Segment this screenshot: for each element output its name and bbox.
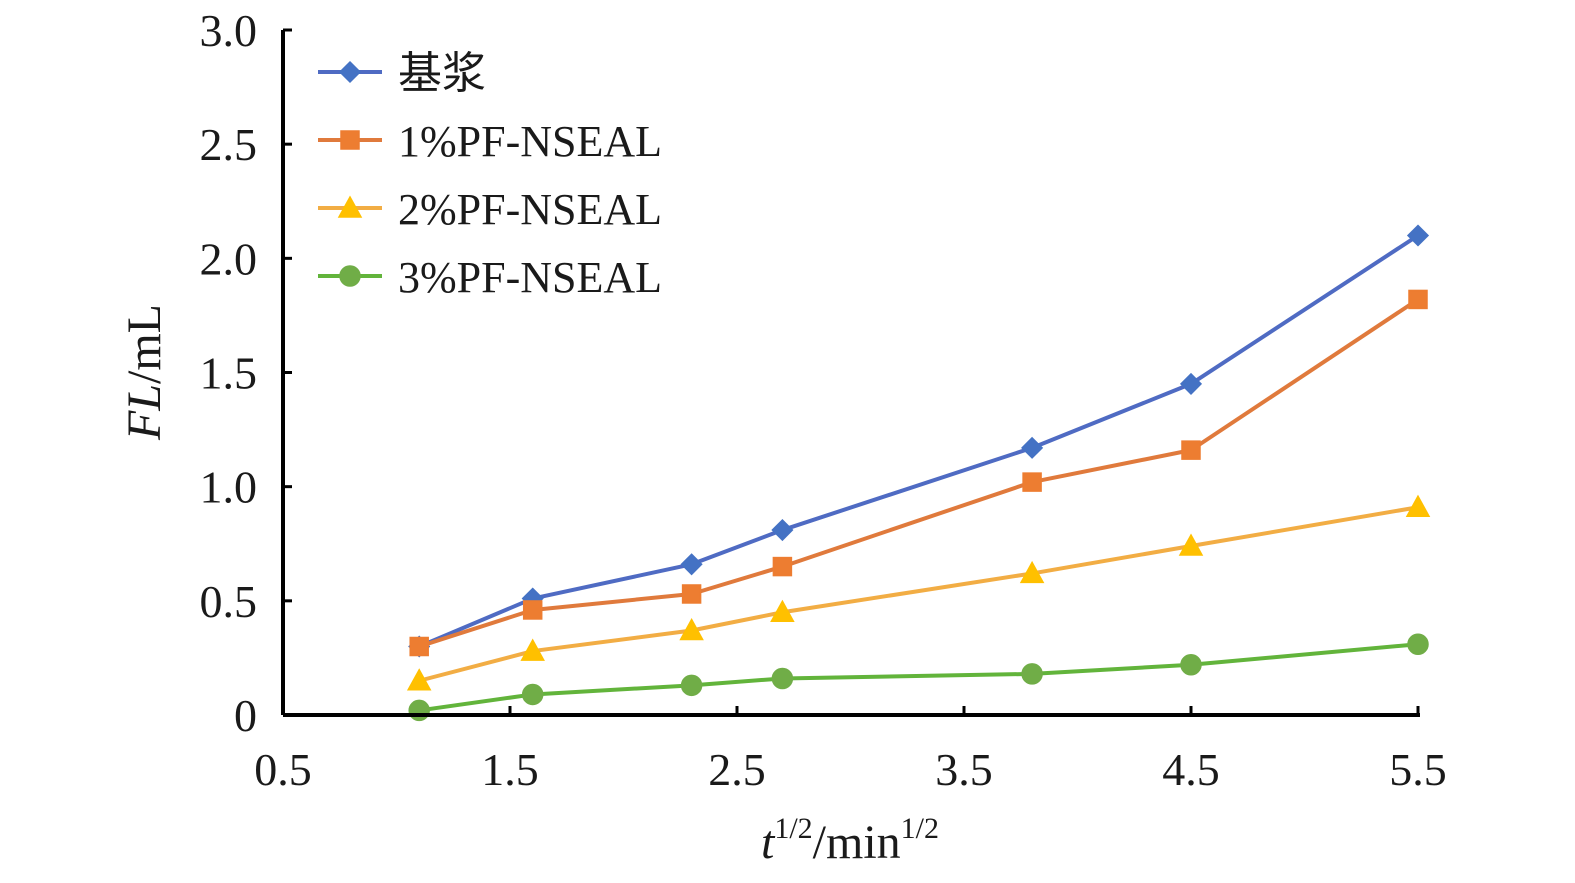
y-tick-label: 2.0	[200, 233, 258, 284]
legend-label: 3%PF-NSEAL	[398, 253, 662, 302]
data-point	[521, 683, 544, 706]
x-tick-label: 0.5	[254, 744, 312, 795]
plot-area	[406, 224, 1431, 722]
legend-item: 1%PF-NSEAL	[318, 117, 662, 166]
legend-item: 3%PF-NSEAL	[318, 253, 662, 302]
data-point	[772, 556, 793, 577]
data-point	[522, 600, 543, 620]
legend-marker	[337, 195, 363, 218]
data-point	[1022, 472, 1042, 492]
series-1	[409, 289, 1428, 657]
data-point	[1181, 440, 1201, 460]
legend-marker	[338, 60, 362, 84]
data-point	[1021, 436, 1044, 459]
data-point	[680, 674, 703, 697]
data-point	[771, 667, 794, 690]
series-line	[418, 505, 1419, 683]
data-point	[681, 584, 702, 604]
legend-label: 1%PF-NSEAL	[398, 117, 662, 166]
axes: 00.51.01.52.02.53.00.5 1.5 2.5 3.5 4.5 5.5	[200, 5, 1447, 795]
data-point	[770, 599, 795, 622]
data-point	[409, 636, 429, 657]
data-point	[1406, 224, 1430, 247]
legend-item: 基浆	[318, 49, 486, 98]
y-tick-label: 1.5	[200, 348, 258, 399]
x-tick-label: 5.5	[1389, 744, 1447, 795]
data-point	[1405, 494, 1431, 517]
data-point	[1180, 654, 1202, 676]
data-point	[520, 638, 545, 661]
series-line	[418, 642, 1419, 713]
legend-marker	[340, 130, 360, 150]
x-tick-label: 1.5	[481, 744, 539, 795]
x-tick-label: 4.5	[1162, 744, 1220, 795]
data-point	[408, 699, 430, 722]
series-2	[406, 494, 1431, 691]
data-point	[1179, 372, 1203, 395]
data-point	[771, 518, 794, 542]
y-tick-label: 2.5	[200, 119, 258, 170]
data-point	[1407, 633, 1429, 655]
data-point	[1019, 560, 1045, 584]
x-tick-label: 2.5	[708, 744, 766, 795]
data-point	[1021, 663, 1043, 685]
data-point	[406, 668, 432, 691]
series-3	[408, 633, 1429, 722]
data-point	[680, 553, 703, 576]
legend: 基浆 1%PF-NSEAL 2%PF-NSEAL 3%PF-NSEAL	[318, 49, 662, 302]
x-axis-title: t1/2/min1/2	[761, 812, 939, 869]
legend-item: 2%PF-NSEAL	[318, 185, 662, 234]
data-point	[679, 617, 704, 641]
legend-label: 基浆	[398, 49, 486, 98]
y-tick-label: 0	[234, 690, 257, 741]
legend-label: 2%PF-NSEAL	[398, 185, 662, 234]
data-point	[1178, 533, 1204, 556]
y-tick-label: 0.5	[200, 576, 258, 627]
y-tick-label: 3.0	[200, 5, 258, 56]
y-tick-label: 1.0	[200, 462, 258, 513]
series-line	[418, 297, 1420, 649]
y-axis-title: FL/mL	[118, 304, 171, 441]
x-tick-label: 3.5	[935, 744, 993, 795]
legend-marker	[339, 265, 361, 287]
data-point	[1408, 289, 1428, 310]
